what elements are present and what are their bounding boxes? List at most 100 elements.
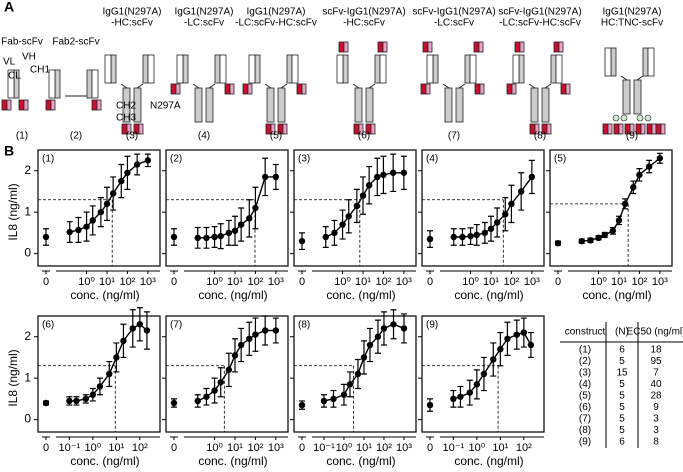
construct-name: IgG1(N297A) (603, 7, 662, 18)
data-point (493, 219, 501, 226)
x-tick-label: 10¹ (355, 276, 371, 288)
x-axis-label: conc. (ng/ml) (454, 288, 523, 302)
x-tick-label: 10⁰ (78, 276, 95, 288)
domain (565, 83, 571, 95)
data-point (109, 190, 117, 197)
data-point (487, 225, 495, 232)
domain (45, 99, 52, 111)
x-tick-label: 10¹ (108, 442, 124, 454)
data-point (82, 395, 89, 403)
panel-letter: A (4, 0, 14, 15)
hinge (528, 83, 536, 89)
domain (86, 69, 93, 99)
x-tick-label: 0 (43, 442, 49, 454)
domain (420, 83, 427, 95)
domain-label: CL (8, 71, 21, 82)
domain (618, 123, 624, 135)
hinge (352, 83, 360, 89)
domain (560, 83, 567, 95)
x-tick-label: 10¹ (227, 442, 243, 454)
data-point (490, 356, 497, 363)
construct-number: (1) (16, 131, 28, 142)
domain (633, 79, 642, 115)
domain (514, 41, 521, 53)
domain (422, 41, 429, 53)
x-tick-label: 10⁻¹ (58, 442, 80, 454)
table-cell: 6 (619, 437, 625, 448)
plot-frame (37, 315, 161, 433)
x-axis-label: conc. (ng/ml) (454, 454, 523, 468)
chart-label: (7) (170, 320, 182, 331)
domain (219, 54, 227, 84)
data-point (106, 370, 113, 378)
data-point (320, 397, 328, 405)
data-point (587, 237, 594, 244)
fit-line (69, 323, 148, 402)
domain (382, 41, 388, 53)
chart-label: (6) (42, 320, 54, 331)
x-tick-label: 10³ (652, 276, 668, 288)
table-cell: (2) (579, 356, 591, 367)
data-point (144, 157, 152, 164)
data-point (203, 393, 210, 400)
data-point (459, 233, 466, 241)
data-point (42, 399, 50, 407)
data-point (252, 331, 259, 338)
construct-name: -HC:scFv (343, 18, 385, 29)
data-point (170, 399, 178, 407)
domain-label: CH1 (30, 65, 50, 76)
x-tick-label: 10³ (140, 276, 156, 288)
chart-label: (5) (554, 154, 566, 165)
data-point (331, 229, 338, 237)
domain (254, 54, 261, 84)
domain (555, 54, 563, 84)
data-point (504, 335, 511, 342)
domain (519, 41, 525, 53)
x-tick-label: 10² (503, 276, 519, 288)
table-header: (N) (615, 327, 629, 338)
x-tick-label: 0 (299, 276, 305, 288)
x-tick-label: 10² (119, 276, 135, 288)
domain (511, 83, 517, 95)
domain (138, 123, 144, 135)
construct-name: HC:TNC-scFv (601, 18, 663, 29)
domain (479, 83, 485, 95)
domain (550, 54, 557, 84)
data-point (450, 395, 457, 403)
domain (96, 99, 102, 111)
x-tick-label: 10¹ (99, 276, 115, 288)
domain (54, 69, 61, 99)
construct-number: (2) (70, 131, 82, 142)
domain (358, 123, 364, 135)
x-tick-label: 10³ (268, 276, 284, 288)
domain (176, 54, 184, 84)
x-tick-label: 10³ (268, 442, 284, 454)
data-point (390, 321, 397, 328)
domain (182, 54, 189, 84)
data-point (380, 171, 387, 179)
domain (336, 54, 344, 84)
x-tick-label: 10² (247, 276, 263, 288)
table-cell: 5 (619, 402, 625, 413)
x-tick-label: 10⁰ (590, 276, 607, 288)
data-point (194, 234, 201, 242)
data-point (83, 223, 90, 230)
hinge (120, 83, 128, 89)
hinge (368, 83, 376, 89)
data-point (120, 337, 127, 345)
hinge (442, 83, 450, 89)
chart-label: (2) (170, 154, 182, 165)
data-point (609, 227, 617, 234)
table-cell: 95 (650, 356, 662, 367)
x-tick-label: 10⁻¹ (442, 442, 464, 454)
domain (175, 83, 181, 95)
table-cell: 5 (619, 356, 625, 367)
x-tick-label: 0 (43, 276, 49, 288)
construct-name: IgG1(N297A) (247, 7, 306, 18)
hinge (458, 83, 466, 89)
data-point (298, 401, 306, 409)
table-cell: (5) (579, 391, 591, 402)
data-point (129, 325, 136, 332)
domain (474, 83, 481, 95)
data-point (66, 228, 73, 236)
